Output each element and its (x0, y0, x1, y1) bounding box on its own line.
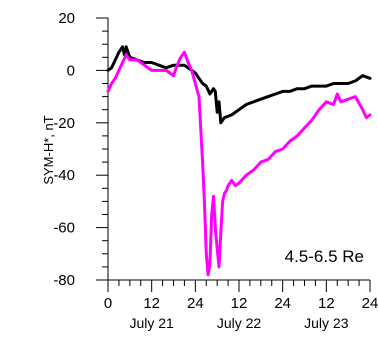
series-line-2 (106, 50, 372, 277)
x-axis: 0 12 24 12 24 12 24 July 21 July 22 July 23 (104, 279, 378, 331)
x-tick-label: 24 (362, 295, 378, 312)
annotation-label: 4.5-6.5 Re (285, 247, 364, 266)
y-tick-label: -20 (53, 115, 75, 132)
x-tick-label: 12 (231, 295, 248, 312)
series-lines (106, 45, 372, 277)
x-tick-label: 12 (143, 295, 160, 312)
x-tick-label: 24 (187, 295, 204, 312)
y-tick-label: 0 (67, 62, 75, 79)
y-tick-label: 20 (58, 10, 75, 27)
y-axis-title: SYM-H*, nT (41, 115, 56, 184)
date-label: July 21 (129, 315, 174, 331)
x-tick-label: 24 (274, 295, 291, 312)
series-line-1 (106, 45, 372, 125)
y-tick-label: -80 (53, 272, 75, 289)
y-tick-label: -40 (53, 167, 75, 184)
x-tick-label: 12 (318, 295, 335, 312)
date-label: July 23 (304, 315, 349, 331)
date-label: July 22 (217, 315, 262, 331)
y-axis: 20 0 -20 -40 -60 -80 (53, 10, 109, 289)
x-tick-label: 0 (104, 295, 112, 312)
y-tick-label: -60 (53, 220, 75, 237)
